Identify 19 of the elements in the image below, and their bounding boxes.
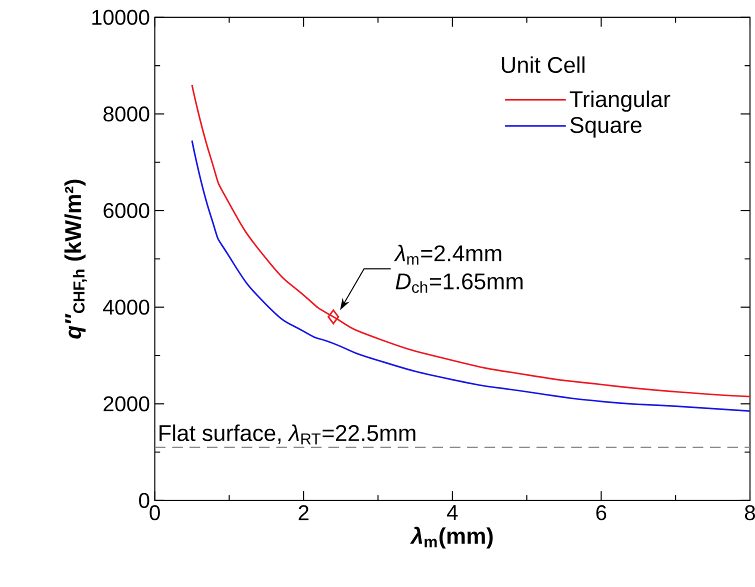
y-axis-title: q″$_{CHF,h}$ (kW/m²) [64, 180, 87, 339]
y-tick-label: 0 [139, 493, 150, 508]
annotation: Flat surface, λ$_{RT}$=22.5mm [160, 424, 416, 445]
legend-label: Triangular [570, 90, 670, 112]
y-tick-label: 2000 [104, 396, 150, 412]
y-tick-label: 6000 [104, 203, 150, 218]
y-tick-label: 10000 [92, 10, 150, 26]
annotation: λ$_{m}$=2.4mm [394, 244, 502, 265]
annotation: D$_{ch}$=1.65mm [396, 274, 523, 294]
x-tick-label: 6 [596, 505, 606, 521]
y-tick-label: 8000 [104, 106, 150, 122]
x-axis-title: λ$_{m}$(mm) [410, 526, 493, 549]
x-tick-label: 4 [446, 505, 458, 520]
legend-label: Square [570, 117, 642, 138]
x-tick-label: 8 [744, 505, 755, 521]
x-tick-label: 0 [150, 505, 160, 521]
x-tick-label: 2 [298, 505, 308, 520]
y-tick-label: 4000 [103, 300, 150, 315]
legend-title: Unit Cell [502, 56, 584, 74]
